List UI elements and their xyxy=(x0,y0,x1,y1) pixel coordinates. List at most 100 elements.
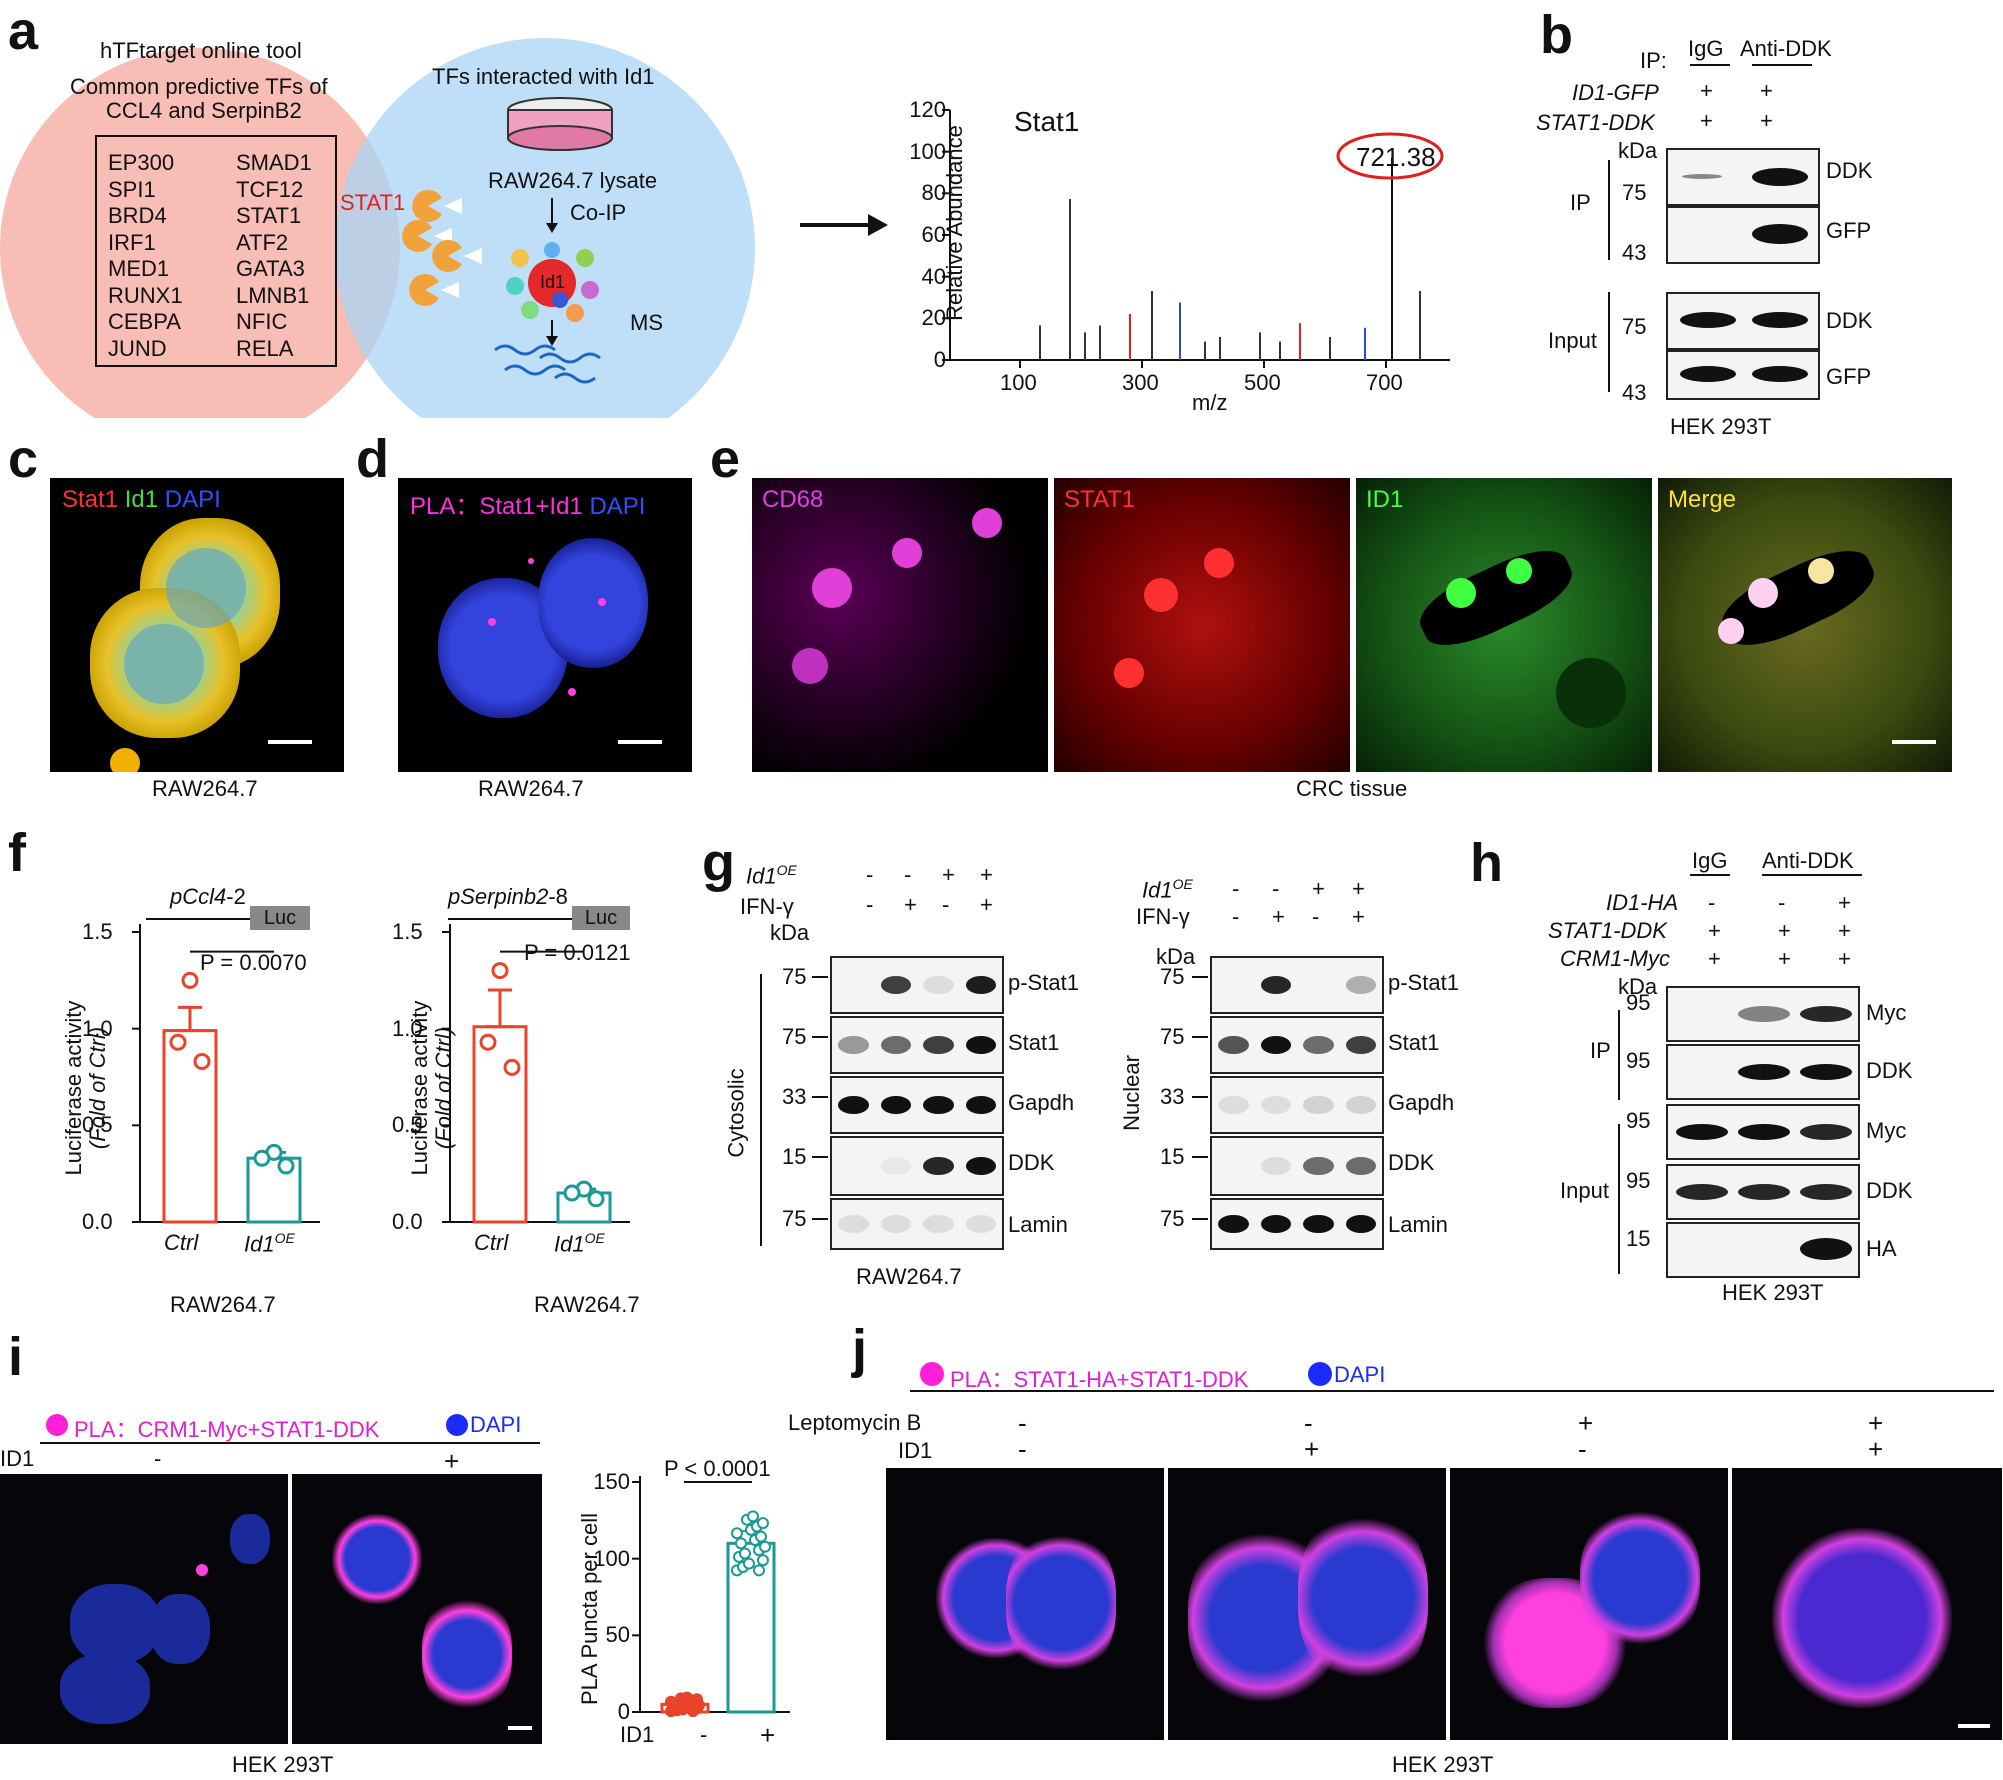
g-row1-text: Id1 xyxy=(1142,877,1173,903)
panel-label-g: g xyxy=(702,833,735,893)
g-sign: - xyxy=(942,892,950,917)
b-input-group: Input xyxy=(1548,328,1597,353)
spectrum-xlabel: m/z xyxy=(1192,390,1228,415)
h-marker: 15 xyxy=(1626,1226,1651,1251)
blot-band xyxy=(880,1215,911,1233)
h-blot-label: DDK xyxy=(1866,1178,1913,1203)
h-marker: 95 xyxy=(1626,990,1651,1015)
g-blot-label: DDK xyxy=(1388,1150,1435,1175)
g-blot-nuclear xyxy=(1210,956,1384,1014)
h-input-bracket xyxy=(1618,1124,1620,1274)
f-cell-line: RAW264.7 xyxy=(534,1292,640,1317)
e-tissue-label: CRC tissue xyxy=(1296,776,1408,801)
blot-band xyxy=(1800,1064,1852,1080)
b-marker: 75 xyxy=(1622,180,1647,205)
g-blot-label: Stat1 xyxy=(1008,1030,1060,1055)
g-marker: 75 xyxy=(782,964,807,989)
h-col-igg: IgG xyxy=(1692,848,1728,873)
panel-label-e: e xyxy=(710,429,741,489)
i-chart-ylabel: PLA Puncta per cell xyxy=(577,1513,602,1706)
b-ip-bracket xyxy=(1608,160,1610,260)
blot-band xyxy=(1303,1036,1334,1054)
tf-item: JUND xyxy=(108,335,167,361)
b-sign: + xyxy=(1700,108,1713,133)
f-construct-name: pSerpinb2 xyxy=(448,884,549,909)
tf-list-box xyxy=(95,135,337,367)
h-sign: + xyxy=(1838,918,1851,943)
f-ytick-label: 0.5 xyxy=(392,1112,423,1138)
e-tile-label: STAT1 xyxy=(1064,486,1136,513)
tf-item: GATA3 xyxy=(236,256,305,281)
blot-band xyxy=(1800,1124,1852,1140)
g-blot-cytosolic xyxy=(830,1016,1004,1074)
c-stain2: Id1 xyxy=(124,486,159,513)
f-datapoint xyxy=(491,962,509,980)
f-construct: pSerpinb2-8 xyxy=(448,884,568,910)
b-blot-label: DDK xyxy=(1826,158,1873,183)
i-datapoint xyxy=(687,1705,699,1718)
i-micrograph-plus xyxy=(292,1474,542,1744)
ms-xtick-label: 500 xyxy=(1244,370,1281,395)
g-sign: + xyxy=(942,862,955,887)
g-blot-label: DDK xyxy=(1008,1150,1055,1175)
f-xcat-sup: OE xyxy=(584,1230,605,1246)
blot-band xyxy=(965,976,996,994)
i-sign: + xyxy=(444,1446,460,1476)
i-chart-id1-label: ID1 xyxy=(620,1722,655,1747)
j-legend-dapi-dot xyxy=(1308,1362,1332,1386)
f-pvalue: P = 0.0070 xyxy=(200,950,307,975)
f-promoter-line xyxy=(448,918,572,920)
h-input-group: Input xyxy=(1560,1178,1609,1203)
j-sign: + xyxy=(1578,1408,1594,1438)
e-tile-label: ID1 xyxy=(1366,486,1404,513)
i-datapoint xyxy=(681,1691,693,1704)
b-blot-input-ddk xyxy=(1666,292,1820,350)
spectrum-title: Stat1 xyxy=(1014,106,1080,137)
blot-band xyxy=(880,976,911,994)
j-row2-label: ID1 xyxy=(898,1438,933,1463)
h-sign: + xyxy=(1778,946,1791,971)
g-blot-nuclear xyxy=(1210,1198,1384,1250)
h-sign: + xyxy=(1838,946,1851,971)
ms-ytick-label: 40 xyxy=(921,263,946,289)
c-micrograph xyxy=(50,478,344,772)
j-sign: + xyxy=(1304,1434,1320,1464)
g-blot-label: Gapdh xyxy=(1388,1090,1455,1115)
panel-label-j: j xyxy=(852,1319,868,1379)
g-blot-label: Stat1 xyxy=(1388,1030,1440,1055)
i-datapoint xyxy=(735,1537,747,1550)
blot-band xyxy=(1218,1096,1249,1114)
i-ytick-label: 50 xyxy=(605,1622,630,1648)
g-row2-label-right: IFN-γ xyxy=(1136,904,1190,929)
tf-item: STAT1 xyxy=(236,203,302,228)
blot-band xyxy=(838,1215,869,1233)
b-col-anti: Anti-DDK xyxy=(1740,36,1832,61)
g-blot-cytosolic xyxy=(830,1136,1004,1196)
b-ip-group: IP xyxy=(1570,190,1591,215)
e-tile-stat1 xyxy=(1054,478,1350,772)
f-ytick-label: 0.0 xyxy=(392,1209,423,1234)
i-header-rule xyxy=(40,1442,540,1444)
f-datapoint xyxy=(181,971,199,989)
j-header-rule xyxy=(910,1390,1994,1392)
g-marker-tick xyxy=(812,1096,828,1098)
f-ylabel-line: Luciferase activity xyxy=(61,1000,86,1176)
g-marker: 75 xyxy=(782,1024,807,1049)
d-stain-legend: PLA：Stat1+Id1 DAPI xyxy=(410,486,645,521)
i-bar-chart xyxy=(632,1476,790,1718)
g-blot-label: p-Stat1 xyxy=(1388,970,1459,995)
b-marker: 43 xyxy=(1622,240,1647,265)
i-ytick-label: 0 xyxy=(617,1699,630,1724)
f-promoter-line xyxy=(146,918,250,920)
g-kda-right: kDa xyxy=(1156,944,1196,969)
blot-band xyxy=(880,1157,911,1175)
b-row2-label: STAT1-DDK xyxy=(1536,110,1655,135)
tf-item: LMNB1 xyxy=(236,282,310,308)
blot-band xyxy=(923,1036,954,1054)
f-datapoint xyxy=(587,1190,605,1208)
j-micrograph-2 xyxy=(1168,1468,1446,1740)
blot-band xyxy=(1260,1036,1291,1054)
b-col-igg-rule xyxy=(1690,64,1730,66)
g-cytosolic-bracket xyxy=(760,974,762,1246)
g-sign: - xyxy=(866,892,874,917)
